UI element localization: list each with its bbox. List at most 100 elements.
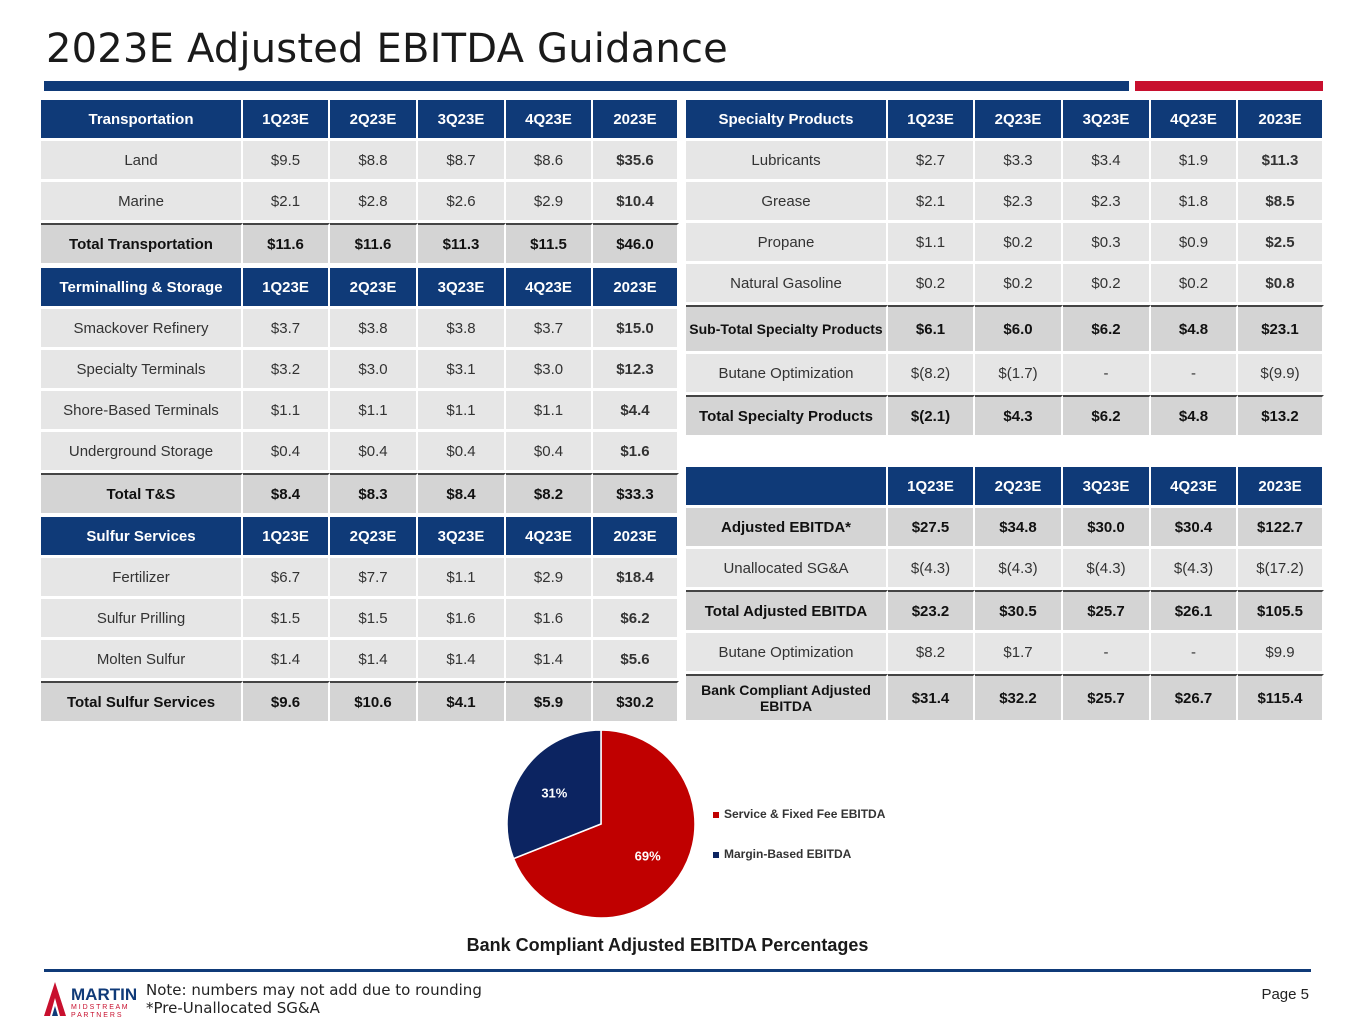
table-cell: $4.4: [593, 391, 679, 432]
table-row: Underground Storage $0.4 $0.4 $0.4 $0.4 …: [41, 432, 679, 473]
table-cell: $1.4: [418, 640, 506, 681]
table-cell: $6.1: [888, 305, 975, 354]
table-cell: $25.7: [1063, 674, 1151, 723]
table-cell: $11.5: [506, 223, 593, 266]
table-cell: $1.6: [506, 599, 593, 640]
table-cell: $3.2: [243, 350, 330, 391]
table-cell: $3.8: [330, 306, 418, 350]
table-cell: $(4.3): [975, 549, 1063, 590]
table-cell: $32.2: [975, 674, 1063, 723]
table-cell: $23.2: [888, 590, 975, 633]
table-header-row: Specialty Products 1Q23E 2Q23E 3Q23E 4Q2…: [686, 100, 1324, 138]
table-cell: $23.1: [1238, 305, 1324, 354]
table-cell: $31.4: [888, 674, 975, 723]
header-cell: Specialty Products: [686, 100, 888, 138]
table-cell: $2.1: [243, 182, 330, 223]
table-header-row: Terminalling & Storage 1Q23E 2Q23E 3Q23E…: [41, 268, 679, 306]
row-label: Total Specialty Products: [686, 395, 888, 438]
footer-notes: Note: numbers may not add due to roundin…: [146, 981, 482, 1017]
table-row: Marine $2.1 $2.8 $2.6 $2.9 $10.4: [41, 182, 679, 223]
table-cell: -: [1063, 354, 1151, 395]
logo-line1: M I D S T R E A M: [71, 1004, 128, 1011]
table-cell: $9.6: [243, 681, 330, 724]
table-cell: $8.5: [1238, 182, 1324, 223]
table-cell: $9.9: [1238, 633, 1324, 674]
terminalling-table: Terminalling & Storage 1Q23E 2Q23E 3Q23E…: [41, 268, 679, 516]
header-cell: Sulfur Services: [41, 517, 243, 555]
table-cell: $3.3: [975, 138, 1063, 182]
row-label: Underground Storage: [41, 432, 243, 473]
table-cell: $1.8: [1151, 182, 1238, 223]
table-cell: $5.9: [506, 681, 593, 724]
table-cell: $2.8: [330, 182, 418, 223]
pie-slice-margin-based: [506, 729, 602, 860]
table-cell: $1.5: [243, 599, 330, 640]
table-cell: -: [1151, 354, 1238, 395]
header-cell: 3Q23E: [418, 517, 506, 555]
table-cell: $1.6: [418, 599, 506, 640]
total-adjusted-row: Total Adjusted EBITDA $23.2 $30.5 $25.7 …: [686, 590, 1324, 633]
table-row: Butane Optimization $8.2 $1.7 - - $9.9: [686, 633, 1324, 674]
table-row: Shore-Based Terminals $1.1 $1.1 $1.1 $1.…: [41, 391, 679, 432]
table-cell: $6.2: [1063, 395, 1151, 438]
table-cell: $3.7: [243, 306, 330, 350]
page-title: 2023E Adjusted EBITDA Guidance: [46, 26, 728, 72]
table-cell: $6.2: [593, 599, 679, 640]
table-cell: $1.1: [330, 391, 418, 432]
table-cell: $3.7: [506, 306, 593, 350]
row-label: Unallocated SG&A: [686, 549, 888, 590]
table-cell: $0.2: [975, 223, 1063, 264]
legend-item-margin: Margin-Based EBITDA: [713, 847, 851, 861]
table-cell: $12.3: [593, 350, 679, 391]
table-header-row: 1Q23E 2Q23E 3Q23E 4Q23E 2023E: [686, 467, 1324, 505]
table-cell: $2.5: [1238, 223, 1324, 264]
title-underline-blue: [44, 81, 1129, 91]
header-cell: 1Q23E: [888, 100, 975, 138]
table-cell: $0.4: [506, 432, 593, 473]
table-row: Butane Optimization $(8.2) $(1.7) - - $(…: [686, 354, 1324, 395]
table-cell: $1.4: [243, 640, 330, 681]
table-cell: $(4.3): [1063, 549, 1151, 590]
row-label: Total Transportation: [41, 223, 243, 266]
sulfur-table: Sulfur Services 1Q23E 2Q23E 3Q23E 4Q23E …: [41, 517, 679, 724]
total-row: Total T&S $8.4 $8.3 $8.4 $8.2 $33.3: [41, 473, 679, 516]
table-cell: $26.1: [1151, 590, 1238, 633]
row-label: Butane Optimization: [686, 633, 888, 674]
table-row: Unallocated SG&A $(4.3) $(4.3) $(4.3) $(…: [686, 549, 1324, 590]
header-cell: 4Q23E: [506, 517, 593, 555]
table-cell: $(1.7): [975, 354, 1063, 395]
table-cell: $25.7: [1063, 590, 1151, 633]
total-row: Total Specialty Products $(2.1) $4.3 $6.…: [686, 395, 1324, 438]
table-cell: $7.7: [330, 555, 418, 599]
header-cell: 1Q23E: [243, 517, 330, 555]
table-cell: $3.0: [330, 350, 418, 391]
table-cell: $2.3: [1063, 182, 1151, 223]
table-cell: $0.2: [1063, 264, 1151, 305]
header-cell: 3Q23E: [1063, 467, 1151, 505]
table-cell: -: [1151, 633, 1238, 674]
transportation-table: Transportation 1Q23E 2Q23E 3Q23E 4Q23E 2…: [41, 100, 679, 266]
table-cell: $35.6: [593, 138, 679, 182]
header-cell: 2023E: [1238, 100, 1324, 138]
row-label: Total Sulfur Services: [41, 681, 243, 724]
table-cell: $1.6: [593, 432, 679, 473]
table-row: Natural Gasoline $0.2 $0.2 $0.2 $0.2 $0.…: [686, 264, 1324, 305]
row-label: Shore-Based Terminals: [41, 391, 243, 432]
table-cell: $3.4: [1063, 138, 1151, 182]
table-row: Smackover Refinery $3.7 $3.8 $3.8 $3.7 $…: [41, 306, 679, 350]
table-cell: $(8.2): [888, 354, 975, 395]
row-label: Grease: [686, 182, 888, 223]
pie-slice-service-fixed-fee: [512, 729, 696, 919]
logo-word: MARTIN: [71, 985, 137, 1004]
header-cell: 4Q23E: [1151, 100, 1238, 138]
header-cell: 2Q23E: [975, 100, 1063, 138]
table-cell: $1.7: [975, 633, 1063, 674]
header-cell: Terminalling & Storage: [41, 268, 243, 306]
header-cell: 2Q23E: [330, 517, 418, 555]
table-row: Molten Sulfur $1.4 $1.4 $1.4 $1.4 $5.6: [41, 640, 679, 681]
table-row: Lubricants $2.7 $3.3 $3.4 $1.9 $11.3: [686, 138, 1324, 182]
table-header-row: Transportation 1Q23E 2Q23E 3Q23E 4Q23E 2…: [41, 100, 679, 138]
header-cell: 1Q23E: [243, 268, 330, 306]
specialty-table: Specialty Products 1Q23E 2Q23E 3Q23E 4Q2…: [686, 100, 1324, 438]
total-row: Total Transportation $11.6 $11.6 $11.3 $…: [41, 223, 679, 266]
